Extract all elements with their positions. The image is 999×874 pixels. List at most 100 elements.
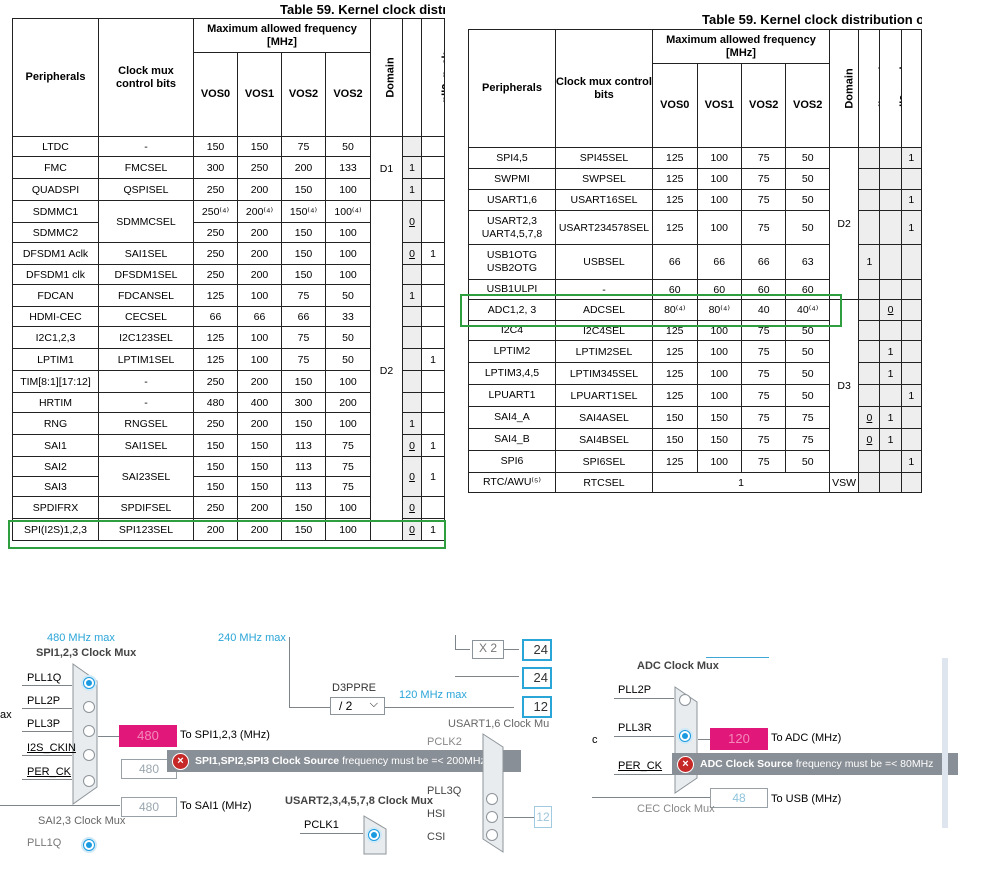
cell-freq: 125 — [652, 450, 698, 473]
right-value-1: 24 — [522, 639, 552, 661]
cell-mux: FDCANSEL — [98, 284, 194, 307]
cell-mux: USBSEL — [554, 244, 654, 280]
cell-freq: 250 — [193, 178, 238, 201]
cell-freq: 75 — [740, 320, 787, 341]
cell-freq: 100 — [696, 340, 742, 363]
spi-output-value[interactable]: 480 — [119, 725, 177, 747]
cell-freq: 100 — [237, 348, 282, 371]
cell-mux: SPI45SEL — [554, 147, 654, 169]
cell-peripheral: HRTIM — [12, 392, 99, 413]
usart16-input-pll3q: PLL3Q — [427, 785, 462, 797]
col-vos2: VOS2 — [740, 63, 787, 148]
cell-peripheral: RTC/AWU⁽⁵⁾ — [468, 472, 556, 493]
col-pll2p: pll2_p_ck — [879, 29, 902, 148]
spi-radio-pll2p[interactable] — [83, 701, 95, 713]
cell-mux: LPTIM1SEL — [98, 348, 194, 371]
cell-freq: 100 — [696, 384, 742, 407]
cell-pll — [900, 362, 923, 385]
adc-radio-pll2p[interactable] — [679, 694, 691, 706]
spi-radio-per-ck[interactable] — [83, 775, 95, 787]
cell-pll1q — [402, 392, 423, 413]
cell-freq: 150 — [281, 370, 326, 393]
cell-peripheral: SPI6 — [468, 450, 556, 473]
cell-freq: 100 — [324, 264, 372, 285]
left-table-title: Table 59. Kernel clock distri — [280, 2, 445, 17]
d3ppre-select[interactable]: / 2 ⌵ — [330, 697, 385, 715]
adc-output-value[interactable]: 120 — [710, 728, 768, 750]
cell-freq: 150 — [237, 136, 282, 157]
sai1-output-label: To SAI1 (MHz) — [180, 800, 252, 812]
right-datasheet-table: Table 59. Kernel clock distribution ov P… — [460, 10, 923, 495]
cell-peripheral: LPTIM1 — [12, 348, 99, 371]
col-pll1q: pll1_q_ck — [858, 29, 881, 148]
table-row: LPTIM3,4,5 LPTIM345SEL 125 100 75 50 1 — [468, 362, 923, 385]
cell-pll — [879, 279, 902, 300]
panel-scrollbar[interactable] — [942, 658, 948, 828]
cell-freq: 75 — [324, 456, 372, 477]
cell-freq: 113 — [281, 434, 326, 457]
spi-radio-pll1q[interactable] — [83, 677, 95, 689]
cell-pll2p — [421, 370, 446, 393]
cell-pll2p — [421, 306, 446, 327]
sai1-output-value[interactable]: 480 — [121, 797, 177, 817]
table-row: USB1ULPI -60 60 60 60 — [468, 279, 923, 300]
cell-freq: 75 — [740, 340, 787, 363]
max-240-label: 240 MHz max — [218, 632, 286, 644]
cell-pll2p: 1 — [421, 456, 446, 497]
cell-freq: 66 — [740, 244, 787, 280]
cell-peripheral: LPUART1 — [468, 384, 556, 407]
usart16-radio-3[interactable] — [486, 829, 498, 841]
cell-freq: 75 — [740, 168, 787, 190]
spi-input-pll3p: PLL3P — [27, 718, 61, 730]
adc-input-per-ck: PER_CK — [618, 760, 663, 772]
cell-pll — [879, 147, 902, 169]
cell-freq: 50 — [785, 189, 830, 211]
cell-peripheral: DFSDM1 clk — [12, 264, 99, 285]
cell-pll: 0 — [879, 299, 902, 321]
spi-radio-pll3p[interactable] — [83, 725, 95, 737]
cell-freq: 200 — [237, 178, 282, 201]
cell-freq: 40⁽⁴⁾ — [785, 299, 830, 321]
sai23-radio[interactable] — [83, 839, 95, 851]
usart16-radio-2[interactable] — [486, 811, 498, 823]
cell-freq: 125 — [652, 189, 698, 211]
table-row: USB1OTG USB2OTG USBSEL 66 66 66 63 1 — [468, 244, 923, 280]
cell-freq: 50 — [785, 450, 830, 473]
usart-radio-pclk1[interactable] — [368, 829, 380, 841]
usart16-radio-1[interactable] — [486, 793, 498, 805]
adc-radio-pll3r[interactable] — [679, 730, 691, 742]
cell-freq: 50 — [785, 340, 830, 363]
cell-freq: 150 — [652, 428, 698, 451]
cell-peripheral: SAI1 — [12, 434, 99, 457]
cell-freq: 300 — [193, 156, 238, 179]
cell-mux: QSPISEL — [98, 178, 194, 201]
col-vos2: VOS2 — [281, 52, 326, 137]
cell-freq: 100 — [696, 147, 742, 169]
cell-freq: 200 — [237, 496, 282, 519]
table-row: SPI4,5 SPI45SEL 125 100 75 50 D2 1 — [468, 147, 923, 300]
col-vos1: VOS1 — [696, 63, 742, 148]
spi-radio-i2s-ckin[interactable] — [83, 749, 95, 761]
cell-peripheral: SAI3 — [12, 476, 99, 497]
cell-pll: 1 — [879, 340, 902, 363]
cell-pll — [900, 406, 923, 429]
cell-freq: 150 — [696, 428, 742, 451]
cell-freq: 150 — [281, 496, 326, 519]
cell-pll — [858, 472, 881, 493]
cell-mux: LPTIM2SEL — [554, 340, 654, 363]
cell-pll1q: 0 — [402, 200, 423, 243]
cell-mux: ADCSEL — [554, 299, 654, 321]
cell-pll2p — [421, 200, 446, 243]
cell-pll1q: 1 — [402, 412, 423, 435]
cell-freq: 75 — [324, 476, 372, 497]
adc-error-tooltip: × ADC Clock Source frequency must be =< 8… — [672, 753, 958, 775]
usb-output-value[interactable]: 48 — [710, 788, 768, 808]
cell-peripheral: I2C4 — [468, 320, 556, 341]
cell-mux: SAI1SEL — [98, 242, 194, 265]
cell-mux: SAI4ASEL — [554, 406, 654, 429]
cell-peripheral: SPDIFRX — [12, 496, 99, 519]
cell-pll — [858, 450, 881, 473]
cell-mux: DFSDM1SEL — [98, 264, 194, 285]
cell-pll1q — [402, 326, 423, 349]
cell-pll1q: 1 — [402, 156, 423, 179]
